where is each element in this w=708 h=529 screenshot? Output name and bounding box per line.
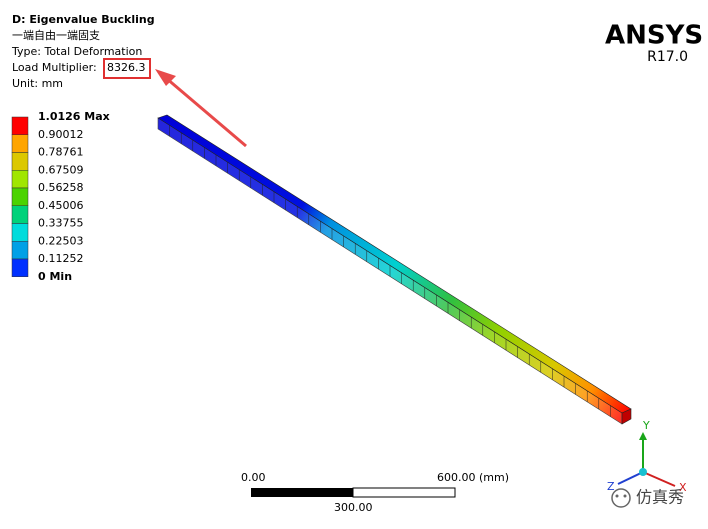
legend-swatch [11,152,29,171]
watermark-icon [611,488,631,508]
unit: Unit: mm [12,77,63,90]
triad [617,432,676,487]
scale-bar [251,487,456,498]
legend-label: 0.33755 [38,217,84,230]
load-label: Load Multiplier: [12,61,97,74]
legend: 1.0126 Max 0.90012 0.78761 0.67509 0.56258 0.… [11,110,110,283]
legend-label: 0.67509 [38,163,84,176]
legend-swatch [11,187,29,206]
legend-label: 0.11252 [38,252,84,265]
beam [157,114,632,425]
legend-label: 1.0126 Max [38,110,110,123]
triad-x: X [679,481,687,494]
legend-swatch [11,170,29,189]
subtitle: 一端自由一端固支 [12,28,100,42]
logo: ANSYS [605,21,703,51]
legend-label: 0 Min [38,270,72,283]
result-type: Type: Total Deformation [11,45,142,58]
legend-swatch [11,116,29,135]
legend-swatch [11,223,29,242]
legend-swatch [11,205,29,224]
legend-label: 0.78761 [38,146,84,159]
watermark: 仿真秀 [636,488,684,507]
legend-label: 0.56258 [38,181,84,194]
highlight-box [103,58,151,79]
title: D: Eigenvalue Buckling [12,13,155,26]
legend-swatch [11,258,29,277]
triad-z: Z [607,480,615,493]
scale-left: 0.00 [241,471,266,484]
triad-y: Y [642,419,650,432]
annotation-arrow [155,69,247,148]
legend-label: 0.90012 [38,128,84,141]
logo-version: R17.0 [647,49,688,65]
scale-middle: 300.00 [334,501,373,514]
legend-label: 0.22503 [38,234,84,247]
legend-swatch [11,134,29,153]
legend-label: 0.45006 [38,199,84,212]
scale-right: 600.00 (mm) [437,471,509,484]
load-value: 8326.3 [107,61,146,74]
legend-swatch [11,241,29,260]
